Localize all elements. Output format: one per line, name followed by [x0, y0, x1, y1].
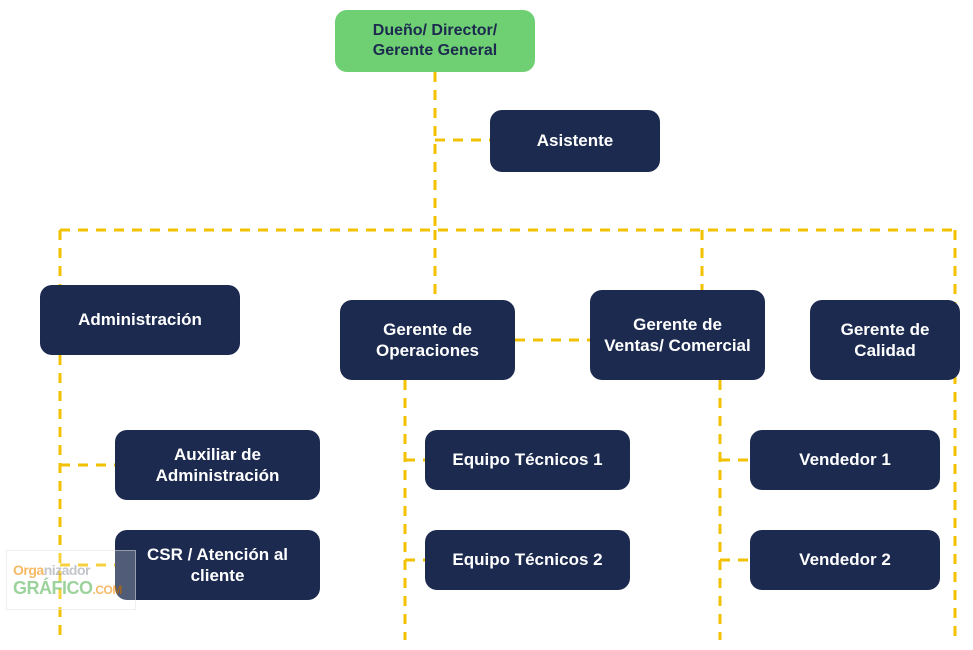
org-node-admin: Administración: [40, 285, 240, 355]
org-node-label: Gerente de Calidad: [824, 319, 946, 362]
org-node-tech1: Equipo Técnicos 1: [425, 430, 630, 490]
org-node-root: Dueño/ Director/ Gerente General: [335, 10, 535, 72]
org-node-label: Equipo Técnicos 1: [452, 449, 602, 470]
org-node-label: Equipo Técnicos 2: [452, 549, 602, 570]
org-node-label: Asistente: [537, 130, 614, 151]
org-node-vend2: Vendedor 2: [750, 530, 940, 590]
org-node-label: Gerente de Operaciones: [354, 319, 501, 362]
org-node-sales: Gerente de Ventas/ Comercial: [590, 290, 765, 380]
org-node-label: Vendedor 1: [799, 449, 891, 470]
org-node-csr: CSR / Atención al cliente: [115, 530, 320, 600]
watermark-text: Orga: [13, 562, 44, 578]
org-node-label: Vendedor 2: [799, 549, 891, 570]
org-node-admin_aux: Auxiliar de Administración: [115, 430, 320, 500]
org-node-label: Auxiliar de Administración: [129, 444, 306, 487]
org-node-tech2: Equipo Técnicos 2: [425, 530, 630, 590]
org-node-vend1: Vendedor 1: [750, 430, 940, 490]
org-node-label: CSR / Atención al cliente: [129, 544, 306, 587]
watermark-badge: Organizador GRÁFICO.COM: [6, 550, 136, 610]
org-node-label: Gerente de Ventas/ Comercial: [604, 314, 751, 357]
watermark-text: .COM: [93, 583, 122, 597]
watermark-text: GRÁFICO: [13, 578, 93, 598]
org-node-quality: Gerente de Calidad: [810, 300, 960, 380]
org-node-assistant: Asistente: [490, 110, 660, 172]
org-node-ops: Gerente de Operaciones: [340, 300, 515, 380]
watermark-text: nizador: [44, 562, 90, 578]
org-node-label: Dueño/ Director/ Gerente General: [349, 21, 521, 61]
org-node-label: Administración: [78, 309, 202, 330]
